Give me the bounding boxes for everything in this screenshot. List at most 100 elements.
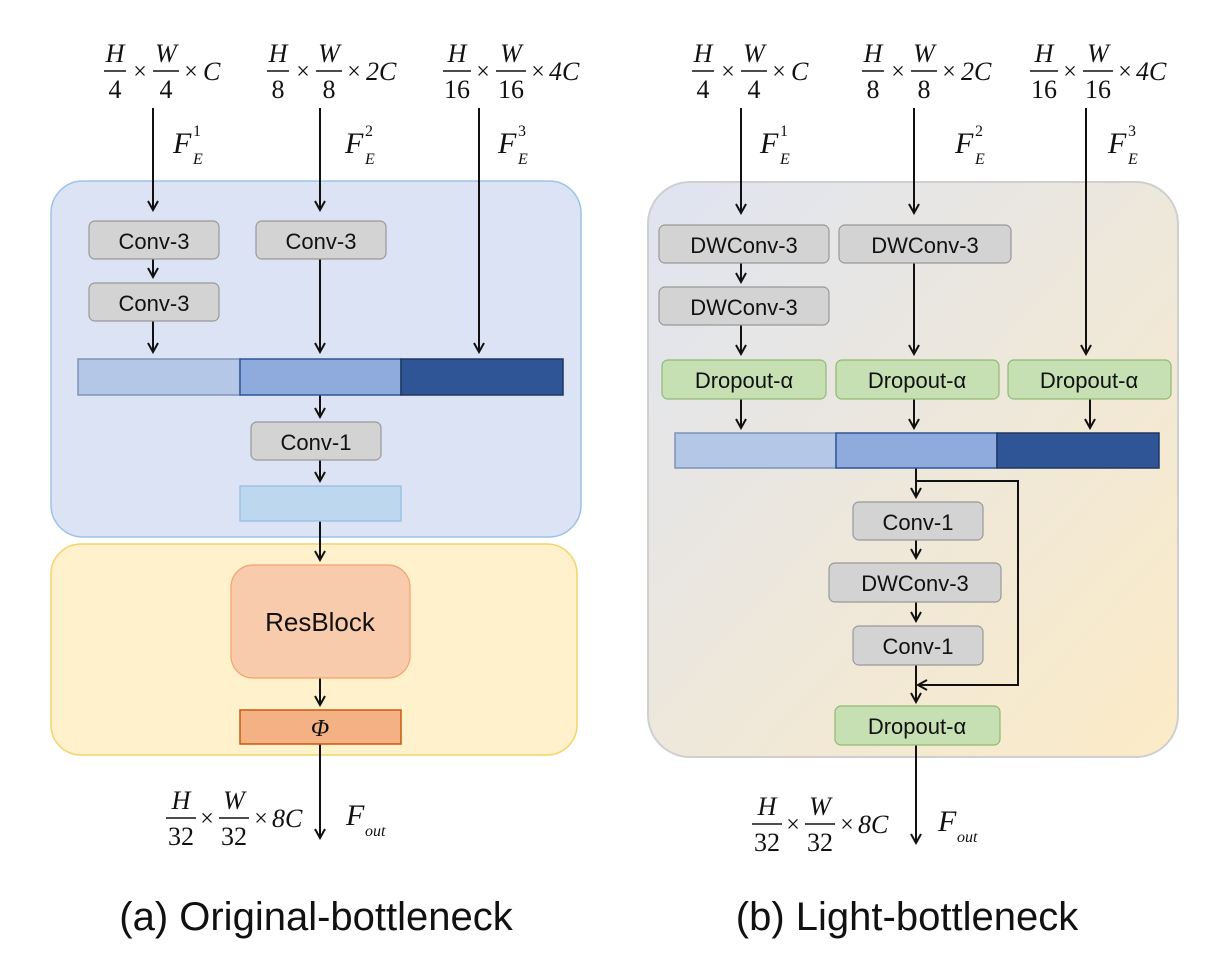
svg-text:8C: 8C — [272, 804, 303, 833]
svg-text:out: out — [365, 823, 386, 840]
left-arrows — [153, 108, 479, 838]
svg-text:E: E — [974, 151, 985, 168]
right-dropout-out: Dropout-α — [834, 705, 1001, 746]
svg-text:8: 8 — [272, 75, 285, 104]
right-caption: (b) Light-bottleneck — [736, 895, 1079, 939]
svg-text:E: E — [192, 151, 203, 168]
right-dropout-1: Dropout-α — [661, 359, 827, 400]
left-output-feature — [239, 485, 402, 522]
svg-text:×: × — [942, 59, 956, 85]
svg-text:2C: 2C — [366, 57, 397, 86]
right-input-1-shape: H 4 × W 4 × C — [692, 39, 809, 104]
svg-text:8: 8 — [867, 75, 880, 104]
svg-text:32: 32 — [807, 828, 833, 857]
svg-text:E: E — [779, 151, 790, 168]
svg-text:2C: 2C — [961, 57, 992, 86]
svg-text:16: 16 — [498, 75, 524, 104]
left-feature-label-2: F 2 E — [344, 123, 375, 168]
svg-text:3: 3 — [1128, 123, 1136, 140]
svg-text:×: × — [531, 59, 545, 85]
svg-text:E: E — [364, 151, 375, 168]
left-feature-label-3: F 3 E — [497, 123, 528, 168]
svg-text:Conv-1: Conv-1 — [281, 430, 352, 455]
right-conv1-b: Conv-1 — [852, 625, 984, 666]
svg-text:3: 3 — [518, 123, 526, 140]
svg-text:×: × — [347, 59, 361, 85]
left-input-1-shape: H 4 × W 4 × C — [104, 39, 221, 104]
svg-text:Conv-3: Conv-3 — [119, 229, 190, 254]
svg-text:×: × — [184, 59, 198, 85]
left-caption: (a) Original-bottleneck — [119, 895, 513, 939]
right-dwconv3-b: DWConv-3 — [658, 286, 830, 326]
svg-text:×: × — [721, 59, 735, 85]
svg-text:×: × — [891, 59, 905, 85]
svg-text:W: W — [318, 39, 342, 68]
svg-text:C: C — [791, 57, 809, 86]
svg-text:16: 16 — [444, 75, 470, 104]
svg-text:16: 16 — [1031, 75, 1057, 104]
svg-text:H: H — [863, 39, 884, 68]
svg-text:F: F — [497, 127, 517, 160]
svg-text:DWConv-3: DWConv-3 — [690, 233, 798, 258]
svg-text:×: × — [1118, 59, 1132, 85]
left-conv3-b: Conv-3 — [88, 282, 220, 322]
svg-text:H: H — [1034, 39, 1055, 68]
left-resblock: ResBlock — [230, 564, 411, 679]
svg-text:H: H — [171, 786, 192, 815]
right-conv1-a: Conv-1 — [852, 501, 984, 541]
right-dropout-3: Dropout-α — [1007, 359, 1172, 400]
svg-text:×: × — [772, 59, 786, 85]
svg-text:out: out — [957, 829, 978, 846]
right-feature-label-3: F 3 E — [1107, 123, 1138, 168]
svg-text:F: F — [937, 805, 957, 838]
svg-text:H: H — [693, 39, 714, 68]
svg-text:4: 4 — [109, 75, 122, 104]
svg-text:4C: 4C — [549, 57, 580, 86]
svg-text:Dropout-α: Dropout-α — [695, 368, 794, 393]
svg-text:×: × — [254, 806, 268, 832]
svg-text:ResBlock: ResBlock — [265, 607, 376, 637]
svg-text:H: H — [447, 39, 468, 68]
svg-text:8: 8 — [918, 75, 931, 104]
left-output-shape: H 32 × W 32 × 8C — [166, 786, 303, 851]
svg-text:4: 4 — [748, 75, 761, 104]
right-concat-bar — [674, 432, 1160, 469]
svg-text:W: W — [743, 39, 767, 68]
svg-text:H: H — [757, 792, 778, 821]
svg-text:×: × — [200, 806, 214, 832]
svg-text:W: W — [155, 39, 179, 68]
svg-text:DWConv-3: DWConv-3 — [861, 571, 969, 596]
svg-text:DWConv-3: DWConv-3 — [690, 295, 798, 320]
left-conv1: Conv-1 — [250, 421, 382, 461]
svg-text:F: F — [172, 127, 192, 160]
right-input-2-shape: H 8 × W 8 × 2C — [862, 39, 992, 104]
left-conv3-c: Conv-3 — [255, 220, 387, 260]
svg-text:Conv-3: Conv-3 — [286, 229, 357, 254]
svg-text:32: 32 — [221, 822, 247, 851]
svg-text:×: × — [296, 59, 310, 85]
svg-text:DWConv-3: DWConv-3 — [871, 233, 979, 258]
svg-text:32: 32 — [168, 822, 194, 851]
svg-text:F: F — [344, 127, 364, 160]
svg-text:W: W — [913, 39, 937, 68]
svg-text:W: W — [223, 786, 247, 815]
svg-text:1: 1 — [193, 123, 201, 140]
left-feature-label-1: F 1 E — [172, 123, 203, 168]
svg-text:×: × — [133, 59, 147, 85]
right-output-feature-label: F out — [937, 805, 978, 846]
svg-text:×: × — [786, 812, 800, 838]
svg-text:×: × — [476, 59, 490, 85]
svg-text:Conv-3: Conv-3 — [119, 291, 190, 316]
svg-text:×: × — [840, 812, 854, 838]
svg-text:2: 2 — [365, 123, 373, 140]
svg-text:Dropout-α: Dropout-α — [1040, 368, 1139, 393]
right-arrows — [741, 108, 1090, 843]
svg-text:F: F — [345, 799, 365, 832]
svg-text:1: 1 — [780, 123, 788, 140]
svg-text:F: F — [1107, 127, 1127, 160]
right-output-shape: H 32 × W 32 × 8C — [752, 792, 889, 857]
svg-text:W: W — [500, 39, 524, 68]
left-concat-bar — [77, 358, 564, 396]
svg-text:Conv-1: Conv-1 — [883, 634, 954, 659]
svg-text:Dropout-α: Dropout-α — [868, 368, 967, 393]
